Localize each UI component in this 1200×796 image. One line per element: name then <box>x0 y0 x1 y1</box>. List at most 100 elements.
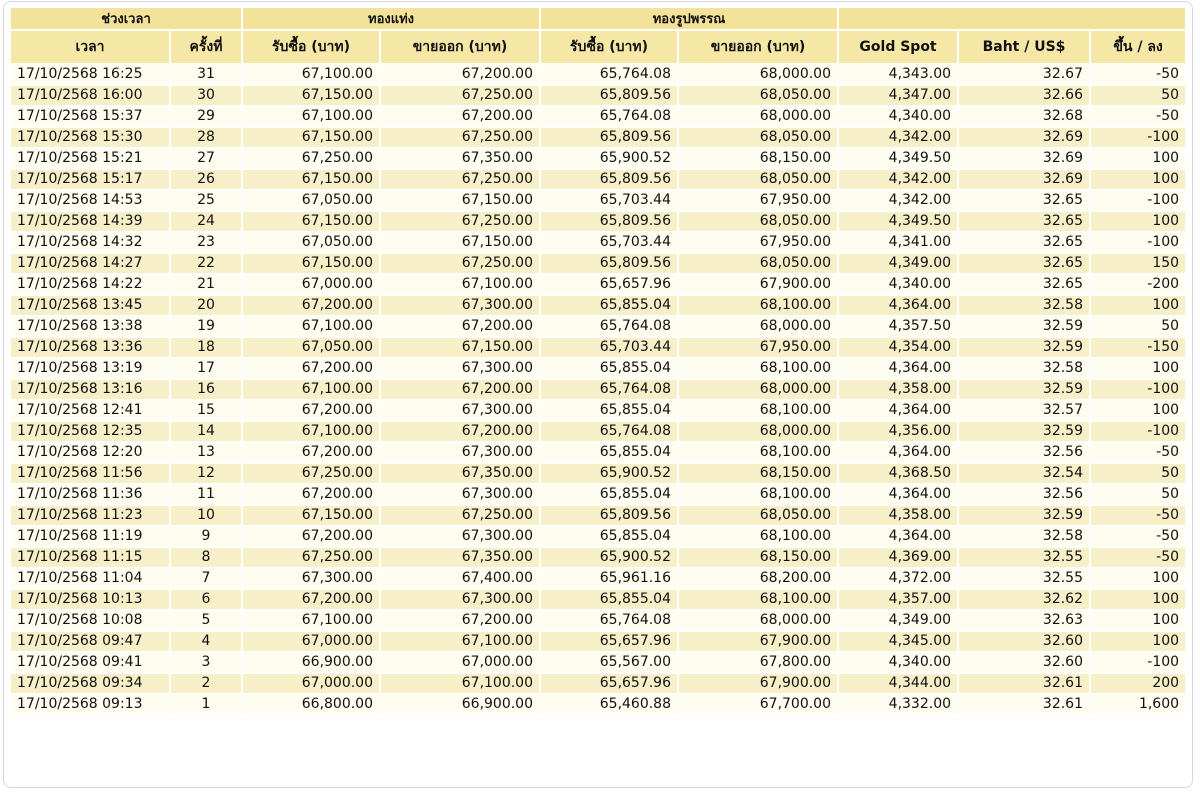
table-cell: 68,150.00 <box>677 546 840 569</box>
table-cell: 12 <box>168 462 244 485</box>
table-cell: 4,332.00 <box>837 693 960 716</box>
table-row: 17/10/2568 12:41 15 67,200.00 67,300.00 65,8… <box>9 399 1188 422</box>
table-cell: 68,050.00 <box>677 126 840 149</box>
table-cell: 32.65 <box>957 210 1092 233</box>
table-cell: 17/10/2568 13:36 <box>9 336 171 359</box>
table-cell: 66,900.00 <box>241 651 382 674</box>
table-cell: 67,100.00 <box>379 273 542 296</box>
table-cell: 67,200.00 <box>379 315 542 338</box>
table-cell: 68,100.00 <box>677 357 840 380</box>
table-cell: 65,809.56 <box>539 210 680 233</box>
table-cell: 67,150.00 <box>379 189 542 212</box>
table-cell: 4,340.00 <box>837 273 960 296</box>
table-cell: 67,250.00 <box>379 504 542 527</box>
table-cell: 32.69 <box>957 147 1092 170</box>
table-cell: 65,657.96 <box>539 630 680 653</box>
table-cell: 4,349.50 <box>837 210 960 233</box>
table-cell: 22 <box>168 252 244 275</box>
table-cell: 32.59 <box>957 315 1092 338</box>
table-cell: 32.58 <box>957 525 1092 548</box>
table-cell: 66,900.00 <box>379 693 542 716</box>
table-cell: 32.60 <box>957 630 1092 653</box>
table-cell: 17/10/2568 11:04 <box>9 567 171 590</box>
table-cell: 5 <box>168 609 244 632</box>
table-cell: 65,900.52 <box>539 546 680 569</box>
table-cell: 1,600 <box>1089 693 1188 716</box>
frame <box>3 1 1193 788</box>
table-cell: 32.55 <box>957 546 1092 569</box>
table-cell: 17/10/2568 15:21 <box>9 147 171 170</box>
table-cell: -50 <box>1089 441 1188 464</box>
table-cell: 68,100.00 <box>677 525 840 548</box>
table-cell: 32.65 <box>957 189 1092 212</box>
table-cell: 32.65 <box>957 252 1092 275</box>
table-row: 17/10/2568 11:23 10 67,150.00 67,250.00 65,8… <box>9 504 1188 527</box>
table-cell: 13 <box>168 441 244 464</box>
table-row: 17/10/2568 11:56 12 67,250.00 67,350.00 65,9… <box>9 462 1188 485</box>
table-cell: 67,200.00 <box>241 399 382 422</box>
table-cell: 65,855.04 <box>539 588 680 611</box>
table-cell: 65,809.56 <box>539 168 680 191</box>
table-cell: 65,703.44 <box>539 336 680 359</box>
table-body: 17/10/2568 16:25 31 67,100.00 67,200.00 65,7… <box>9 63 1188 716</box>
table-cell: 32.55 <box>957 567 1092 590</box>
table-cell: 100 <box>1089 357 1188 380</box>
table-cell: 65,703.44 <box>539 189 680 212</box>
table-cell: 10 <box>168 504 244 527</box>
column-header: Baht / US$ <box>957 29 1092 65</box>
table-cell: 65,809.56 <box>539 504 680 527</box>
table-cell: 9 <box>168 525 244 548</box>
table-row: 17/10/2568 11:36 11 67,200.00 67,300.00 65,8… <box>9 483 1188 506</box>
table-cell: 4,342.00 <box>837 126 960 149</box>
gold-price-table: ช่วงเวลา ทองแท่ง ทองรูปพรรณ เวลา ครั้งที่… <box>8 6 1188 716</box>
table-cell: -50 <box>1089 546 1188 569</box>
column-header: เวลา <box>9 29 171 65</box>
table-cell: 1 <box>168 693 244 716</box>
table-cell: 32.59 <box>957 336 1092 359</box>
table-cell: 4,347.00 <box>837 84 960 107</box>
table-cell: 17/10/2568 13:38 <box>9 315 171 338</box>
table-row: 17/10/2568 10:08 5 67,100.00 67,200.00 65,76… <box>9 609 1188 632</box>
table-cell: 4,369.00 <box>837 546 960 569</box>
group-header: ทองรูปพรรณ <box>539 6 840 31</box>
table-cell: 4,364.00 <box>837 357 960 380</box>
table-cell: 67,400.00 <box>379 567 542 590</box>
table-cell: -50 <box>1089 525 1188 548</box>
table-cell: 4,342.00 <box>837 168 960 191</box>
table-cell: 67,250.00 <box>241 147 382 170</box>
table-cell: 68,050.00 <box>677 504 840 527</box>
table-cell: 32.56 <box>957 441 1092 464</box>
group-header: ช่วงเวลา <box>8 6 244 31</box>
table-cell: 68,100.00 <box>677 483 840 506</box>
table-cell: -150 <box>1089 336 1188 359</box>
table-cell: 4,358.00 <box>837 504 960 527</box>
table-cell: 4,368.50 <box>837 462 960 485</box>
table-cell: 65,764.08 <box>539 420 680 443</box>
table-cell: 67,700.00 <box>677 693 840 716</box>
table-cell: 17/10/2568 09:47 <box>9 630 171 653</box>
table-cell: 68,000.00 <box>677 420 840 443</box>
table-cell: 32.62 <box>957 588 1092 611</box>
table-cell: 4,357.00 <box>837 588 960 611</box>
table-cell: 67,100.00 <box>241 420 382 443</box>
table-row: 17/10/2568 13:36 18 67,050.00 67,150.00 65,7… <box>9 336 1188 359</box>
table-cell: 4,358.00 <box>837 378 960 401</box>
table-cell: 4,356.00 <box>837 420 960 443</box>
table-cell: 2 <box>168 672 244 695</box>
table-cell: 67,100.00 <box>241 378 382 401</box>
table-cell: 4,364.00 <box>837 294 960 317</box>
table-cell: 67,300.00 <box>379 588 542 611</box>
table-cell: 17/10/2568 09:34 <box>9 672 171 695</box>
table-cell: 67,200.00 <box>241 525 382 548</box>
table-row: 17/10/2568 15:21 27 67,250.00 67,350.00 65,9… <box>9 147 1188 170</box>
table-cell: 4,364.00 <box>837 483 960 506</box>
table-cell: 25 <box>168 189 244 212</box>
group-header-row: ช่วงเวลา ทองแท่ง ทองรูปพรรณ <box>8 6 1188 31</box>
table-cell: 65,855.04 <box>539 399 680 422</box>
group-header: ทองแท่ง <box>241 6 542 31</box>
table-row: 17/10/2568 15:37 29 67,100.00 67,200.00 65,7… <box>9 105 1188 128</box>
column-header: ขายออก (บาท) <box>379 29 542 65</box>
table-cell: 100 <box>1089 609 1188 632</box>
table-cell: 66,800.00 <box>241 693 382 716</box>
table-cell: 32.69 <box>957 168 1092 191</box>
